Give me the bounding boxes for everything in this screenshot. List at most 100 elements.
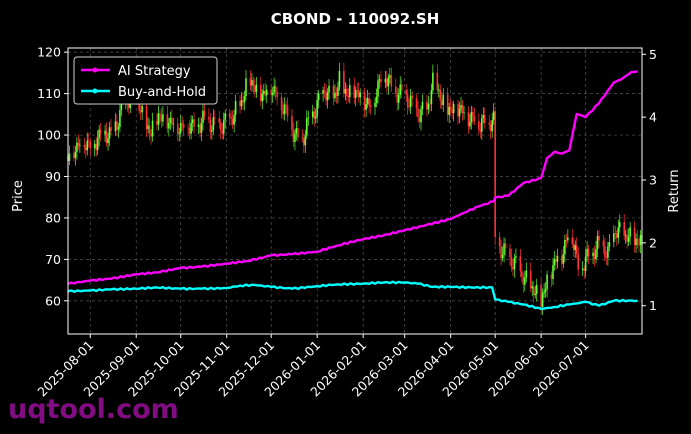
candle-body bbox=[208, 116, 210, 120]
candle-body bbox=[638, 244, 640, 246]
candle-body bbox=[614, 233, 617, 235]
candle-body bbox=[389, 75, 391, 78]
candle-body bbox=[623, 222, 626, 236]
candle-body bbox=[521, 271, 523, 277]
candle-body bbox=[233, 114, 235, 125]
candle-body bbox=[571, 237, 574, 245]
candle-body bbox=[467, 112, 470, 127]
candle-body bbox=[397, 94, 400, 103]
candle-body bbox=[500, 245, 502, 259]
candle-body bbox=[110, 127, 112, 132]
candle-body bbox=[561, 255, 563, 264]
candle-body bbox=[151, 120, 154, 137]
candle-body bbox=[501, 254, 504, 259]
candle-body bbox=[147, 125, 149, 129]
candle-body bbox=[199, 124, 201, 133]
candle-body bbox=[627, 236, 630, 242]
candle-body bbox=[301, 137, 304, 139]
y-right-tick-label: 4 bbox=[649, 110, 657, 125]
candle-body bbox=[99, 129, 102, 135]
candle-body bbox=[255, 84, 258, 93]
candle-body bbox=[510, 257, 513, 267]
candle-body bbox=[408, 107, 410, 108]
candle-body bbox=[162, 114, 164, 122]
candle-body bbox=[261, 93, 264, 102]
candle-body bbox=[374, 102, 376, 108]
candle-body bbox=[304, 135, 307, 146]
candle-body bbox=[73, 153, 75, 158]
candle-body bbox=[624, 234, 627, 236]
candle-body bbox=[119, 110, 121, 128]
legend: AI Strategy Buy-and-Hold bbox=[73, 56, 218, 105]
candle-body bbox=[400, 84, 403, 91]
candle-body bbox=[586, 248, 588, 257]
candle-body bbox=[504, 243, 507, 249]
candle-body bbox=[472, 111, 474, 117]
candle-body bbox=[604, 246, 606, 258]
candle-body bbox=[243, 95, 246, 103]
candle-body bbox=[116, 121, 118, 130]
candle-body bbox=[120, 103, 123, 111]
candle-body bbox=[602, 240, 605, 247]
candle-body bbox=[182, 124, 185, 128]
candle-body bbox=[245, 78, 247, 96]
candle-body bbox=[114, 121, 117, 132]
candle-body bbox=[190, 122, 192, 134]
candle-body bbox=[615, 233, 618, 238]
candle-body bbox=[77, 142, 80, 146]
candle-body bbox=[377, 80, 379, 97]
candle-body bbox=[150, 133, 152, 137]
candle-body bbox=[347, 96, 350, 98]
candle-body bbox=[583, 268, 585, 271]
candle-body bbox=[409, 95, 412, 108]
candle-body bbox=[567, 237, 569, 241]
candle-body bbox=[332, 85, 335, 99]
candle-body bbox=[449, 106, 452, 110]
y-right-tick-label: 5 bbox=[649, 47, 657, 62]
candle-body bbox=[574, 245, 577, 251]
candle-body bbox=[593, 252, 596, 260]
candle-body bbox=[169, 117, 172, 123]
candle-body bbox=[291, 116, 293, 131]
candle-body bbox=[283, 104, 286, 115]
candle-body bbox=[635, 238, 637, 246]
candle-body bbox=[335, 92, 338, 96]
candle-body bbox=[218, 118, 221, 123]
candle-body bbox=[76, 142, 78, 152]
candle-body bbox=[328, 85, 330, 93]
candle-body bbox=[421, 102, 424, 110]
candle-body bbox=[439, 89, 442, 101]
candle-body bbox=[325, 92, 327, 101]
candle-body bbox=[95, 143, 97, 151]
y-left-tick-label: 120 bbox=[37, 45, 61, 60]
candle-body bbox=[292, 130, 295, 142]
y-left-tick-label: 60 bbox=[45, 293, 61, 308]
candle-body bbox=[541, 293, 544, 307]
candle-body bbox=[522, 276, 525, 285]
candle-body bbox=[313, 111, 316, 119]
candle-body bbox=[605, 257, 608, 259]
candle-body bbox=[139, 110, 142, 113]
candle-body bbox=[286, 105, 289, 117]
candle-body bbox=[613, 233, 615, 243]
candle-body bbox=[156, 120, 158, 125]
candle-body bbox=[461, 104, 464, 113]
candle-body bbox=[188, 128, 191, 134]
candle-body bbox=[429, 103, 431, 105]
candle-body bbox=[405, 90, 407, 95]
y-right-tick-label: 2 bbox=[649, 235, 657, 250]
candle-body bbox=[271, 92, 274, 96]
candle-body bbox=[482, 115, 485, 119]
candle-body bbox=[473, 116, 476, 122]
candle-body bbox=[564, 239, 566, 255]
candle-body bbox=[596, 235, 599, 250]
candle-body bbox=[489, 124, 492, 132]
candle-body bbox=[314, 116, 317, 119]
candle-body bbox=[105, 130, 108, 144]
series-line-buy-and-hold bbox=[67, 280, 638, 311]
candle-body bbox=[417, 108, 419, 117]
candle-body bbox=[503, 243, 505, 255]
candle-body bbox=[357, 90, 360, 98]
candle-body bbox=[251, 80, 253, 86]
